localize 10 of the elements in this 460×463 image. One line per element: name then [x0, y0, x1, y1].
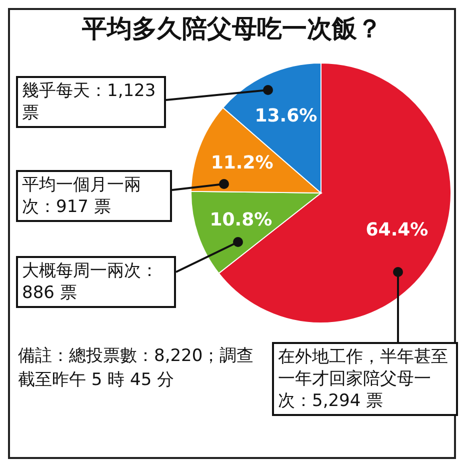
slice-label: 幾乎每天：1,123 票: [16, 76, 166, 128]
chart-title: 平均多久陪父母吃一次飯？: [81, 13, 383, 45]
text: 備註：總投票數：8,220；調查截至昨午 5 時 45 分: [18, 345, 255, 392]
data-label: 10.8%: [210, 210, 272, 231]
slice-label: 大概每周一兩次：886 票: [16, 256, 176, 308]
data-label: 64.4%: [366, 219, 428, 240]
data-label: 11.2%: [210, 152, 274, 174]
slice-label: 平均一個月一兩次：917 票: [16, 170, 172, 222]
data-label: 13.6%: [254, 106, 318, 127]
slice-label: 在外地工作，半年甚至一年才回家陪父母一次：5,294 票: [272, 342, 458, 416]
